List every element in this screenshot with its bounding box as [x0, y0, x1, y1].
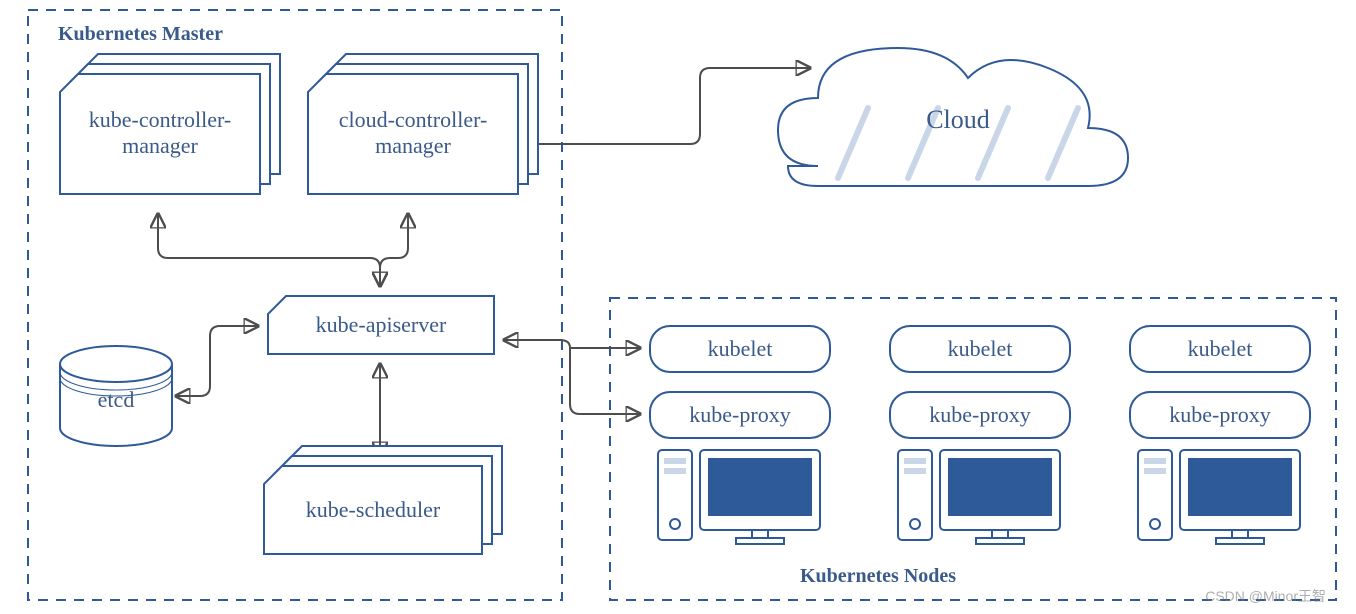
svg-text:kubelet: kubelet [708, 336, 773, 361]
node-group-2: kubelet kube-proxy [1130, 326, 1310, 544]
kube-apiserver: kube-apiserver [268, 296, 494, 354]
computer-icon [1138, 450, 1300, 544]
svg-text:kube-proxy: kube-proxy [929, 402, 1030, 427]
node-group-0: kubelet kube-proxy [650, 326, 830, 544]
kubelet-box: kubelet [890, 326, 1070, 372]
svg-text:manager: manager [122, 133, 198, 158]
edge [380, 214, 408, 286]
kube-proxy-box: kube-proxy [1130, 392, 1310, 438]
kube-proxy-box: kube-proxy [650, 392, 830, 438]
edge [158, 214, 380, 286]
kube-proxy-box: kube-proxy [890, 392, 1070, 438]
cloud-icon: Cloud [778, 48, 1128, 186]
svg-text:manager: manager [375, 133, 451, 158]
edge [504, 340, 640, 348]
components: kube-controller-managercloud-controller-… [60, 54, 538, 554]
watermark: CSDN @Minor王智 [1205, 586, 1326, 606]
svg-text:kubelet: kubelet [1188, 336, 1253, 361]
svg-text:etcd: etcd [98, 387, 135, 412]
etcd: etcd [60, 346, 172, 446]
kubelet-box: kubelet [650, 326, 830, 372]
node-group-1: kubelet kube-proxy [890, 326, 1070, 544]
node-groups: kubeletkube-proxykubeletkube-proxykubele… [650, 326, 1310, 544]
architecture-diagram: Kubernetes Master Kubernetes Nodes kube-… [0, 0, 1356, 614]
svg-text:kube-proxy: kube-proxy [1169, 402, 1270, 427]
svg-text:Kubernetes Master: Kubernetes Master [58, 23, 223, 45]
svg-text:kube-proxy: kube-proxy [689, 402, 790, 427]
cloud-controller-manager: cloud-controller-manager [308, 54, 538, 194]
edge [536, 68, 810, 144]
edge [570, 348, 640, 414]
kubelet-box: kubelet [1130, 326, 1310, 372]
computer-icon [658, 450, 820, 544]
svg-text:Cloud: Cloud [926, 105, 990, 134]
computer-icon [898, 450, 1060, 544]
svg-text:kube-apiserver: kube-apiserver [316, 312, 447, 337]
svg-text:kube-controller-: kube-controller- [89, 107, 232, 132]
kube-scheduler: kube-scheduler [264, 446, 502, 554]
svg-text:kube-scheduler: kube-scheduler [306, 497, 441, 522]
kube-controller-manager: kube-controller-manager [60, 54, 280, 194]
svg-text:Kubernetes Nodes: Kubernetes Nodes [800, 565, 956, 587]
edge [176, 326, 258, 396]
svg-text:cloud-controller-: cloud-controller- [339, 107, 488, 132]
svg-text:kubelet: kubelet [948, 336, 1013, 361]
